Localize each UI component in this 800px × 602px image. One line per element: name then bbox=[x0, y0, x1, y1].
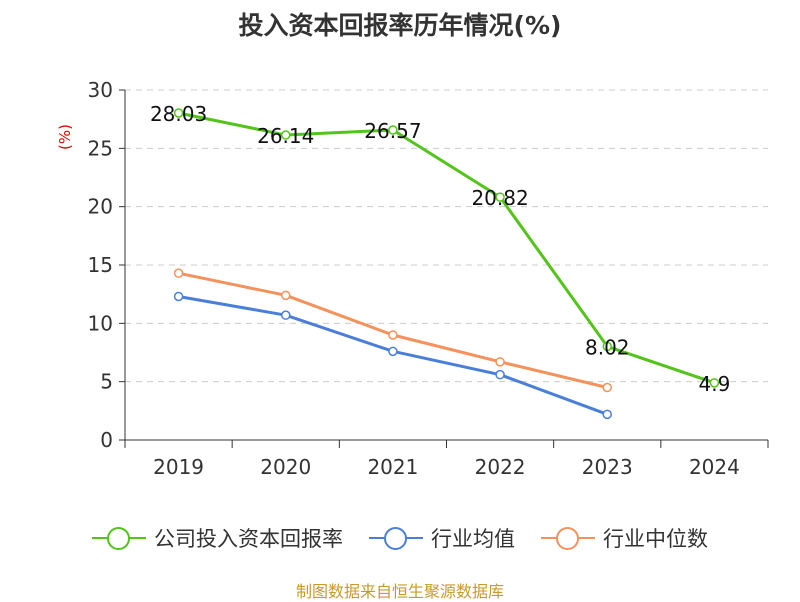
x-tick-label: 2021 bbox=[367, 455, 418, 479]
data-label: 26.14 bbox=[257, 124, 314, 148]
data-label: 4.9 bbox=[699, 372, 731, 396]
data-point bbox=[173, 108, 184, 118]
line-chart: 0 5 10 15 20 25 30 2019 2020 2021 2022 2023 2024 28.0… bbox=[88, 78, 769, 479]
source-note: 制图数据来自恒生聚源数据库 bbox=[295, 582, 504, 601]
chart-title: 投入资本回报率历年情况(%) bbox=[238, 11, 562, 40]
data-point bbox=[388, 346, 398, 357]
legend-item[interactable]: 公司投入资本回报率 bbox=[92, 523, 343, 553]
legend-marker-icon bbox=[92, 526, 146, 550]
data-point bbox=[602, 409, 612, 420]
data-point bbox=[173, 268, 184, 278]
legend-marker-icon bbox=[541, 526, 595, 550]
y-tick-label: 15 bbox=[88, 253, 113, 277]
data-label: 26.57 bbox=[364, 119, 421, 143]
y-tick-label: 5 bbox=[100, 370, 113, 394]
x-tick-label: 2019 bbox=[153, 455, 204, 479]
y-tick-label: 25 bbox=[88, 136, 113, 160]
data-label: 28.03 bbox=[150, 102, 207, 126]
series-line bbox=[178, 111, 715, 385]
data-point bbox=[388, 125, 398, 135]
legend-item[interactable]: 行业均值 bbox=[369, 523, 515, 553]
data-point bbox=[281, 310, 291, 320]
data-point bbox=[495, 192, 505, 202]
y-tick-label: 30 bbox=[88, 78, 113, 102]
x-tick-label: 2023 bbox=[582, 455, 633, 479]
y-tick-label: 10 bbox=[88, 311, 113, 335]
x-tick-label: 2020 bbox=[260, 455, 311, 479]
legend-label: 行业中位数 bbox=[603, 527, 708, 551]
data-point bbox=[388, 330, 398, 340]
legend: 公司投入资本回报率 行业均值 行业中位数 bbox=[0, 520, 800, 556]
legend-label: 公司投入资本回报率 bbox=[154, 527, 343, 551]
data-point bbox=[709, 378, 720, 388]
data-point bbox=[495, 369, 505, 380]
y-tick-label: 20 bbox=[88, 195, 113, 219]
data-point bbox=[602, 382, 612, 393]
x-tick-label: 2024 bbox=[689, 455, 740, 479]
y-tick-label: 0 bbox=[100, 428, 113, 452]
x-tick-label: 2022 bbox=[475, 455, 526, 479]
legend-item[interactable]: 行业中位数 bbox=[541, 523, 708, 553]
data-label: 20.82 bbox=[471, 186, 528, 210]
data-point bbox=[173, 291, 184, 302]
data-point bbox=[495, 357, 505, 367]
data-point bbox=[281, 290, 291, 301]
legend-label: 行业均值 bbox=[431, 527, 515, 551]
data-point bbox=[281, 130, 291, 140]
data-point bbox=[602, 341, 612, 352]
legend-marker-icon bbox=[369, 526, 423, 550]
data-label: 8.02 bbox=[585, 335, 630, 359]
